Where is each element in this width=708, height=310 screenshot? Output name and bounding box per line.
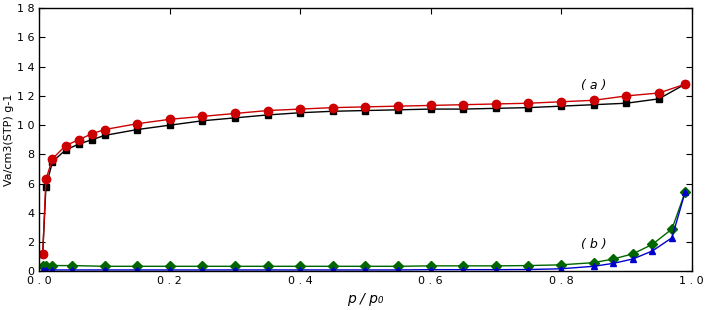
- X-axis label: p / p₀: p / p₀: [347, 292, 384, 306]
- Text: ( a ): ( a ): [581, 79, 606, 91]
- Text: ( b ): ( b ): [581, 238, 606, 251]
- Y-axis label: Va/cm3(STP) g-1: Va/cm3(STP) g-1: [4, 94, 14, 186]
